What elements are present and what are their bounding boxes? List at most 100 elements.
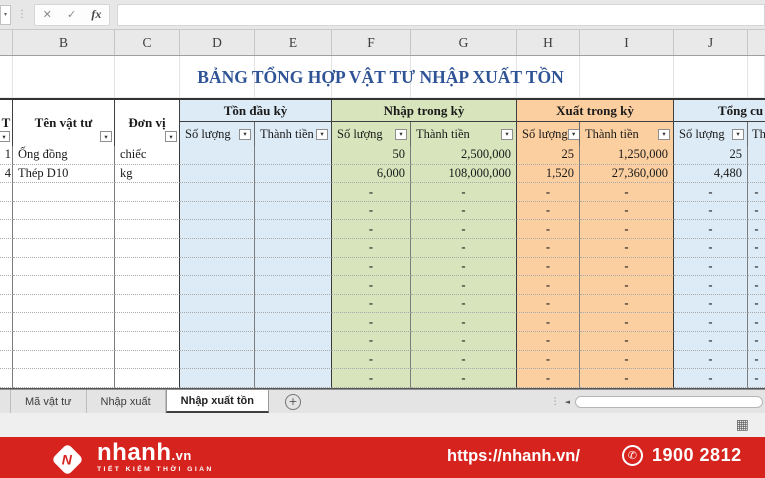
cell-name[interactable]: [13, 294, 115, 314]
cell-stt[interactable]: [0, 369, 13, 388]
cell-in_amt[interactable]: -: [411, 220, 517, 240]
column-header-D[interactable]: D: [180, 30, 255, 55]
cell-end_amt[interactable]: -: [748, 220, 765, 240]
cell-end_qty[interactable]: -: [674, 257, 748, 277]
cell-end_qty[interactable]: -: [674, 350, 748, 370]
grid-cell[interactable]: [517, 56, 580, 98]
cell-end_qty[interactable]: -: [674, 239, 748, 258]
cell-ton_amt[interactable]: [255, 313, 332, 333]
cell-out_amt[interactable]: 27,360,000: [580, 164, 674, 184]
cell-out_amt[interactable]: -: [580, 201, 674, 221]
cell-out_qty[interactable]: -: [517, 201, 580, 221]
subheader-nhap-so-luong[interactable]: Số lượng ▾: [332, 122, 411, 146]
grid-cell[interactable]: [580, 56, 674, 98]
subheader-ton-thanh-tien[interactable]: Thành tiền ▾: [255, 122, 332, 146]
sheet-tab-nhap-xuat[interactable]: Nhập xuất: [87, 390, 166, 413]
cell-name[interactable]: [13, 350, 115, 370]
add-sheet-button[interactable]: +: [285, 393, 301, 410]
cell-end_amt[interactable]: -: [748, 239, 765, 258]
cell-ton_amt[interactable]: [255, 276, 332, 295]
column-header-E[interactable]: E: [255, 30, 332, 55]
cell-out_amt[interactable]: -: [580, 276, 674, 295]
cell-name[interactable]: [13, 239, 115, 258]
cell-stt[interactable]: [0, 294, 13, 314]
filter-dropdown-icon[interactable]: ▾: [395, 128, 407, 140]
grid-cell[interactable]: [0, 56, 13, 98]
column-header-H[interactable]: H: [517, 30, 580, 55]
cell-end_amt[interactable]: -: [748, 201, 765, 221]
cell-name[interactable]: [13, 220, 115, 240]
cell-stt[interactable]: [0, 239, 13, 258]
grid-cell[interactable]: [748, 56, 765, 98]
cell-end_amt[interactable]: -: [748, 257, 765, 277]
cell-out_qty[interactable]: -: [517, 183, 580, 202]
cell-end_qty[interactable]: -: [674, 332, 748, 351]
cell-unit[interactable]: [115, 276, 180, 295]
subheader-xuat-so-luong[interactable]: Số lượng ▾: [517, 122, 580, 146]
cell-stt[interactable]: [0, 201, 13, 221]
cell-end_amt[interactable]: -: [748, 369, 765, 388]
cell-stt[interactable]: [0, 183, 13, 202]
grid-cell[interactable]: [255, 56, 332, 98]
cell-stt[interactable]: 1: [0, 146, 13, 165]
cell-out_amt[interactable]: -: [580, 220, 674, 240]
cell-in_amt[interactable]: -: [411, 369, 517, 388]
cell-ton_amt[interactable]: [255, 164, 332, 184]
filter-dropdown-icon[interactable]: ▾: [165, 131, 177, 142]
grid-cell[interactable]: [13, 56, 115, 98]
cell-name[interactable]: [13, 313, 115, 333]
cell-out_qty[interactable]: -: [517, 350, 580, 370]
cell-end_amt[interactable]: -: [748, 183, 765, 202]
cell-end_qty[interactable]: -: [674, 276, 748, 295]
cell-end_amt[interactable]: -: [748, 276, 765, 295]
cell-out_qty[interactable]: 25: [517, 146, 580, 165]
cell-in_amt[interactable]: -: [411, 257, 517, 277]
cell-in_amt[interactable]: -: [411, 201, 517, 221]
cell-unit[interactable]: [115, 201, 180, 221]
filter-dropdown-icon[interactable]: ▾: [658, 128, 670, 140]
subheader-tong-so-luong[interactable]: Số lượng ▾: [674, 122, 748, 146]
sheet-tab-nhap-xuat-ton[interactable]: Nhập xuất tồn: [165, 390, 269, 413]
cell-name[interactable]: [13, 276, 115, 295]
subheader-ton-so-luong[interactable]: Số lượng ▾: [180, 122, 255, 146]
grip-dots-icon[interactable]: ⋮: [550, 396, 560, 407]
cell-in_amt[interactable]: -: [411, 332, 517, 351]
cell-stt[interactable]: [0, 220, 13, 240]
cell-ton_qty[interactable]: [180, 239, 255, 258]
cell-name[interactable]: [13, 183, 115, 202]
cell-out_amt[interactable]: -: [580, 239, 674, 258]
cell-ton_amt[interactable]: [255, 294, 332, 314]
scrollbar-track[interactable]: [575, 395, 763, 408]
cell-out_amt[interactable]: 1,250,000: [580, 146, 674, 165]
cell-out_amt[interactable]: -: [580, 257, 674, 277]
cell-stt[interactable]: [0, 276, 13, 295]
cell-ton_qty[interactable]: [180, 332, 255, 351]
cell-in_qty[interactable]: -: [332, 183, 411, 202]
cell-ton_qty[interactable]: [180, 350, 255, 370]
grid-view-icon[interactable]: ▦: [735, 417, 749, 433]
cell-out_amt[interactable]: -: [580, 313, 674, 333]
cell-ton_amt[interactable]: [255, 183, 332, 202]
cell-unit[interactable]: kg: [115, 164, 180, 184]
cell-out_amt[interactable]: -: [580, 369, 674, 388]
cell-unit[interactable]: [115, 220, 180, 240]
insert-function-icon[interactable]: fx: [91, 7, 102, 21]
sheet-tab-ma-vat-tu[interactable]: Mã vật tư: [10, 390, 87, 413]
cell-ton_amt[interactable]: [255, 257, 332, 277]
cell-ton_qty[interactable]: [180, 183, 255, 202]
group-ton-dau-ky[interactable]: Tồn đầu kỳ: [180, 100, 332, 123]
cell-end_amt[interactable]: -: [748, 350, 765, 370]
filter-dropdown-icon[interactable]: ▾: [732, 128, 744, 140]
cell-out_qty[interactable]: -: [517, 220, 580, 240]
cell-out_amt[interactable]: -: [580, 294, 674, 314]
cell-in_qty[interactable]: -: [332, 350, 411, 370]
filter-dropdown-icon[interactable]: ▾: [501, 128, 513, 140]
cell-in_amt[interactable]: -: [411, 183, 517, 202]
column-header-G[interactable]: G: [411, 30, 517, 55]
cell-ton_qty[interactable]: [180, 164, 255, 184]
cell-ton_amt[interactable]: [255, 350, 332, 370]
column-header-J[interactable]: J: [674, 30, 748, 55]
column-header-A[interactable]: [0, 30, 13, 55]
cell-out_qty[interactable]: -: [517, 369, 580, 388]
name-box[interactable]: ▾: [0, 4, 11, 25]
